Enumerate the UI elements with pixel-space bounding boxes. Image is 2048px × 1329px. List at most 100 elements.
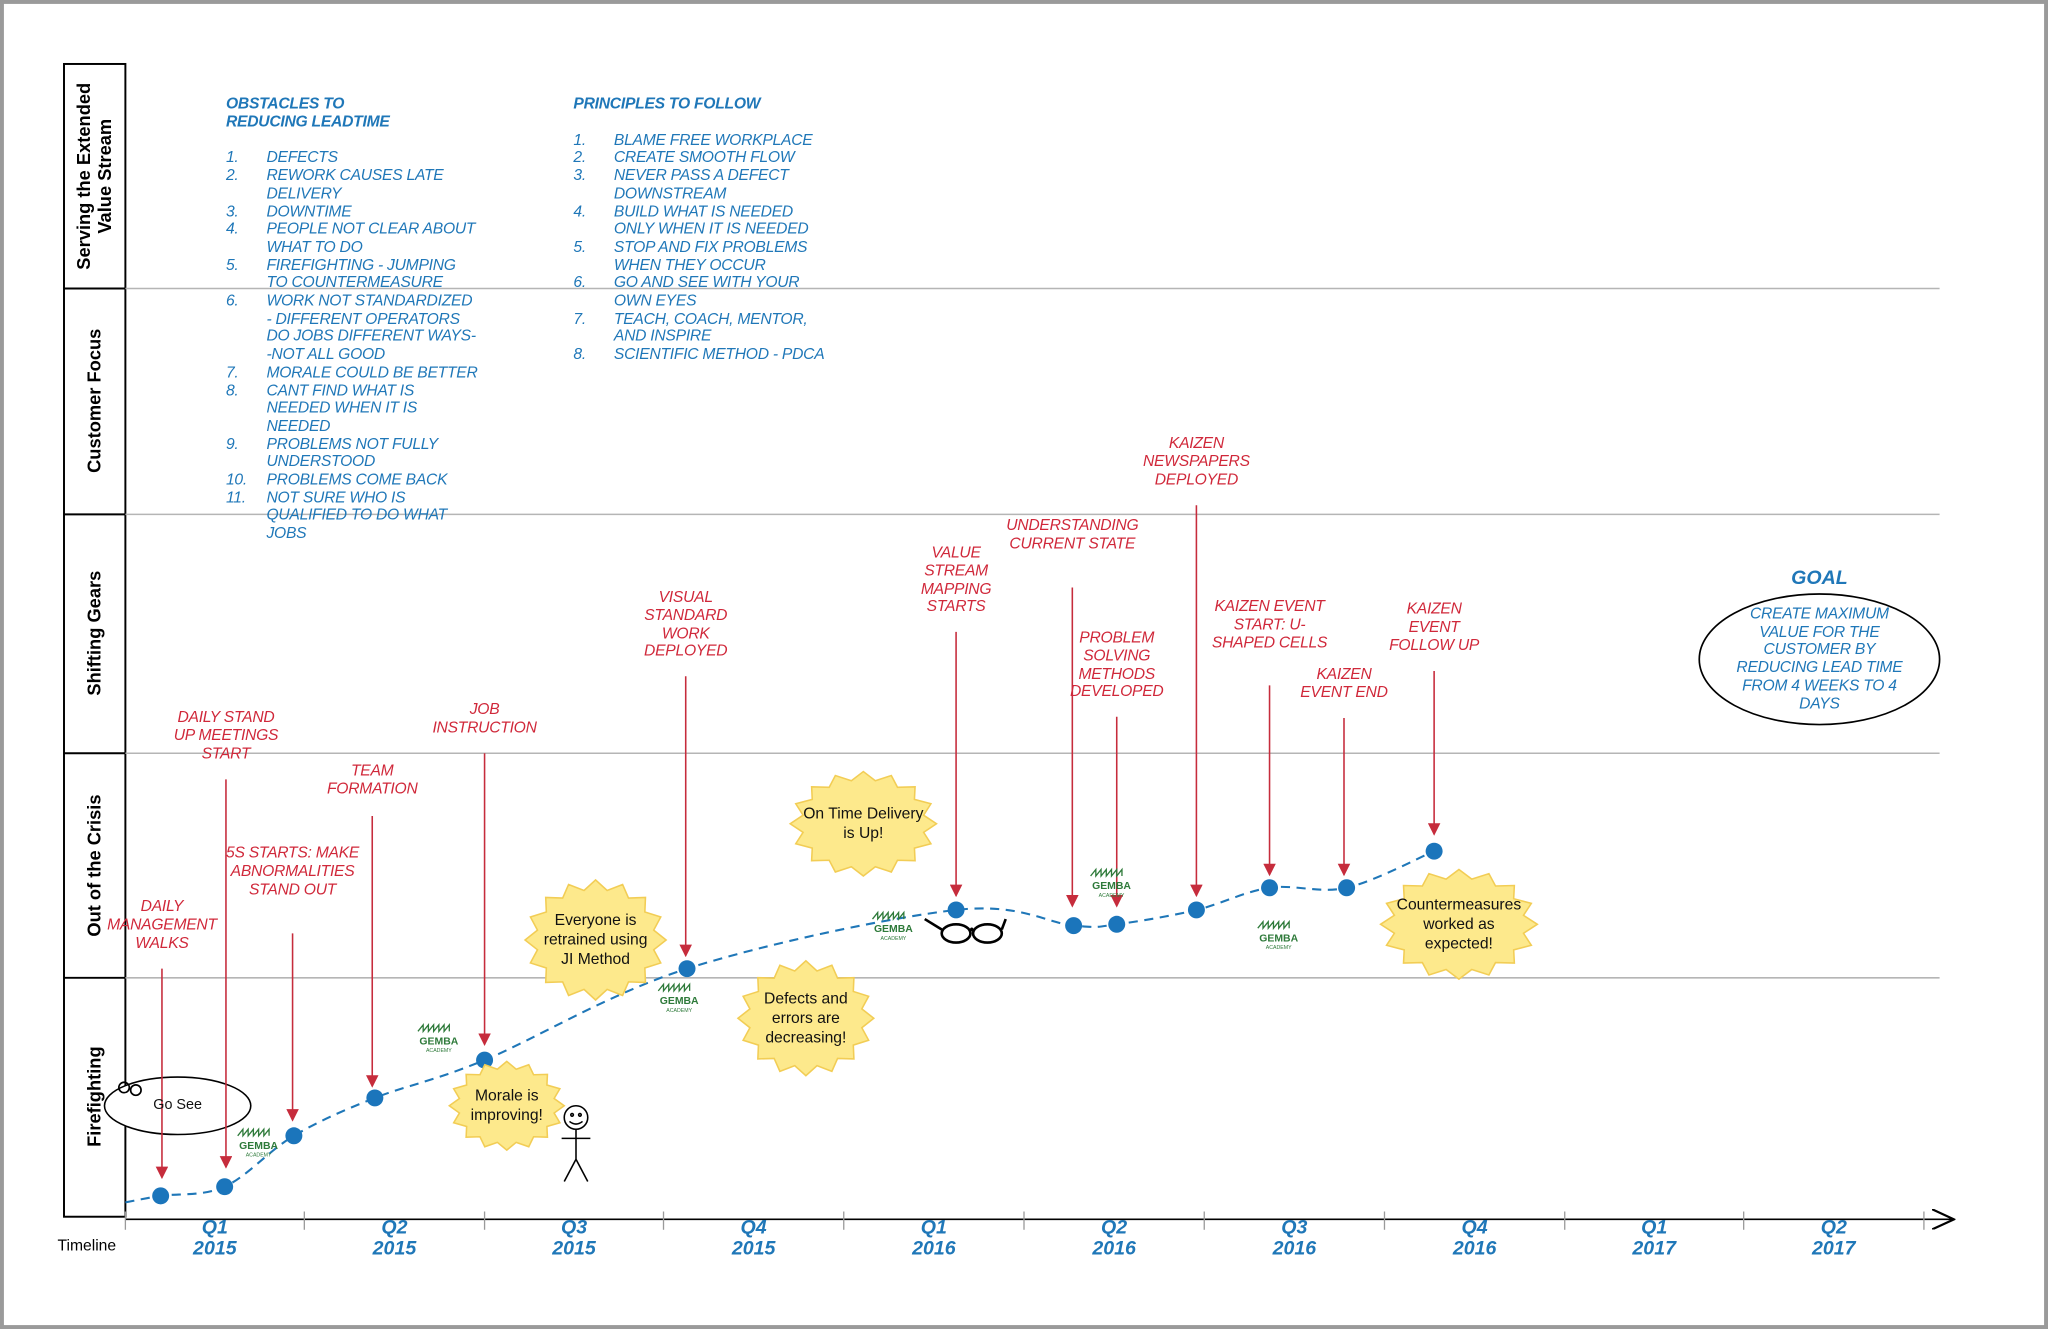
logo-name: GEMBA — [874, 924, 913, 935]
logo-sub: ACADEMY — [246, 1153, 272, 1159]
quarter: Q2 — [1101, 1216, 1128, 1239]
item-text: CANT FIND WHAT IS NEEDED WHEN IT IS NEED… — [266, 380, 418, 435]
quarter: Q1 — [1641, 1216, 1668, 1239]
callout-burst — [1379, 868, 1539, 981]
list-item: 9. PROBLEMS NOT FULLY UNDERSTOOD — [225, 434, 478, 472]
lane-header-column — [63, 62, 127, 1218]
year: 2015 — [193, 1237, 237, 1260]
list-item: 1. DEFECTS — [225, 148, 478, 167]
item-text: PROBLEMS COME BACK — [266, 470, 448, 489]
stick-figure — [561, 1104, 591, 1182]
item-number: 1. — [225, 148, 239, 167]
event-point — [216, 1178, 234, 1196]
go-see-text: Go See — [153, 1097, 202, 1113]
event-label: 5S STARTS: MAKE ABNORMALITIES STAND OUT — [225, 843, 360, 898]
logo-name: GEMBA — [660, 996, 699, 1007]
list-item: 6. WORK NOT STANDARDIZED - DIFFERENT OPER… — [225, 291, 478, 364]
quarter: Q1 — [920, 1216, 947, 1239]
event-label: VALUE STREAM MAPPING STARTS — [920, 543, 992, 616]
glasses-icon — [924, 917, 1007, 944]
event-label: TEAM FORMATION — [326, 761, 418, 798]
event-point — [366, 1089, 384, 1107]
logo-sub: ACADEMY — [426, 1048, 452, 1054]
quarter: Q3 — [560, 1216, 588, 1239]
list-item: 7. MORALE COULD BE BETTER — [226, 362, 478, 382]
item-number: 9. — [225, 434, 239, 453]
list-item: 3. NEVER PASS A DEFECT DOWNSTREAM — [573, 165, 829, 203]
event-point — [1065, 917, 1083, 935]
event-point — [1338, 879, 1356, 897]
list-title: OBSTACLES TO REDUCING LEADTIME — [225, 93, 390, 131]
list-item: 3. DOWNTIME — [226, 201, 478, 221]
quarter: Q2 — [1820, 1216, 1847, 1239]
item-text: MORALE COULD BE BETTER — [266, 362, 478, 382]
quarter-label: Q3 2015 — [496, 1216, 653, 1260]
item-number: 11. — [225, 487, 246, 507]
item-text: CREATE SMOOTH FLOW — [613, 148, 795, 167]
quarter-label: Q3 2016 — [1216, 1217, 1373, 1260]
item-text: PEOPLE NOT CLEAR ABOUT WHAT TO DO — [266, 219, 476, 256]
quarter-label: Q1 2017 — [1576, 1216, 1733, 1260]
list-item: 5. FIREFIGHTING - JUMPING TO COUNTERMEASU… — [225, 255, 478, 293]
item-text: SCIENTIFIC METHOD - PDCA — [613, 344, 825, 364]
callout-text: Defects and errors are decreasing! — [764, 988, 848, 1047]
year: 2015 — [552, 1237, 596, 1260]
list-item: 5. STOP AND FIX PROBLEMS WHEN THEY OCCUR — [573, 238, 829, 275]
callout-burst — [523, 878, 668, 1002]
logo-roof — [657, 982, 691, 993]
event-label: JOB INSTRUCTION — [432, 699, 537, 737]
item-number: 7. — [573, 309, 586, 328]
event-point — [1108, 915, 1126, 933]
callout-text: Morale is improving! — [470, 1086, 543, 1125]
item-text: GO AND SEE WITH YOUR OWN EYES — [613, 273, 800, 310]
list-item: 4. PEOPLE NOT CLEAR ABOUT WHAT TO DO — [226, 219, 478, 257]
logo-roof — [1257, 919, 1290, 931]
lane-header-dividers — [63, 287, 126, 979]
item-number: 4. — [573, 201, 586, 220]
item-number: 5. — [225, 255, 239, 274]
callout-burst — [447, 1060, 566, 1152]
logo-sub: ACADEMY — [666, 1008, 692, 1014]
principles-list: PRINCIPLES TO FOLLOW 1. BLAME FREE WORKPLA… — [573, 94, 829, 364]
year: 2016 — [1092, 1237, 1136, 1260]
year: 2015 — [372, 1237, 417, 1260]
item-text: NOT SURE WHO IS QUALIFIED TO DO WHAT JOB… — [266, 487, 447, 543]
goal-title: GOAL — [1791, 567, 1848, 590]
list-item: 8. SCIENTIFIC METHOD - PDCA — [573, 344, 829, 364]
logo-roof — [1090, 867, 1123, 878]
obstacles-list: OBSTACLES TO REDUCING LEADTIME 1. DEFECTS 2… — [225, 93, 478, 543]
event-label: UNDERSTANDING CURRENT STATE — [1006, 515, 1139, 552]
logo-roof — [237, 1127, 270, 1138]
item-text: DEFECTS — [266, 148, 338, 167]
list-item: 2. REWORK CAUSES LATE DELIVERY — [226, 166, 478, 203]
logo-name: GEMBA — [239, 1141, 278, 1152]
logo-sub: ACADEMY — [880, 936, 906, 942]
list-item: 10. PROBLEMS COME BACK — [225, 470, 478, 489]
item-number: 3. — [573, 165, 586, 185]
callout-text: On Time Delivery is Up! — [803, 804, 924, 843]
item-number: 8. — [573, 344, 586, 364]
item-text: DOWNTIME — [266, 201, 352, 220]
quarter: Q4 — [1461, 1216, 1488, 1239]
logo-roof — [417, 1022, 450, 1034]
lane-label: Firefighting — [83, 1046, 105, 1147]
item-text: WORK NOT STANDARDIZED - DIFFERENT OPERAT… — [266, 291, 476, 364]
logo-name: GEMBA — [1092, 881, 1131, 892]
quarter-label: Q2 2015 — [316, 1217, 473, 1260]
goal-text: CREATE MAXIMUM VALUE FOR THE CUSTOMER BY… — [1736, 604, 1903, 713]
year: 2017 — [1811, 1237, 1856, 1260]
event-label: KAIZEN EVENT START: U-SHAPED CELLS — [1211, 596, 1328, 651]
item-number: 6. — [225, 291, 239, 310]
list-item: 7. TEACH, COACH, MENTOR, AND INSPIRE — [573, 309, 829, 346]
callout-burst — [788, 770, 938, 877]
item-text: BUILD WHAT IS NEEDED ONLY WHEN IT IS NEE… — [613, 201, 809, 238]
quarter-label: Q4 2015 — [675, 1216, 832, 1260]
quarter: Q4 — [740, 1216, 767, 1239]
goal-ellipse — [1698, 593, 1941, 726]
item-number: 10. — [225, 470, 247, 489]
lane-label: Serving the Extended Value Stream — [73, 82, 115, 270]
quarter-label: Q2 2016 — [1036, 1216, 1193, 1260]
logo-sub: ACADEMY — [1099, 893, 1125, 899]
